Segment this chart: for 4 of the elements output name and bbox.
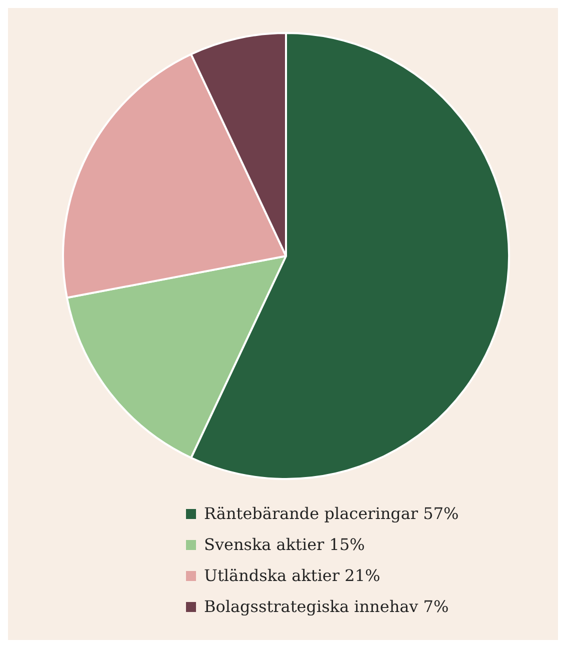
legend-label: Bolagsstrategiska innehav 7% (204, 597, 449, 616)
legend-label: Utländska aktier 21% (204, 566, 380, 585)
legend-label: Räntebärande placeringar 57% (204, 504, 459, 523)
legend-label: Svenska aktier 15% (204, 535, 365, 554)
